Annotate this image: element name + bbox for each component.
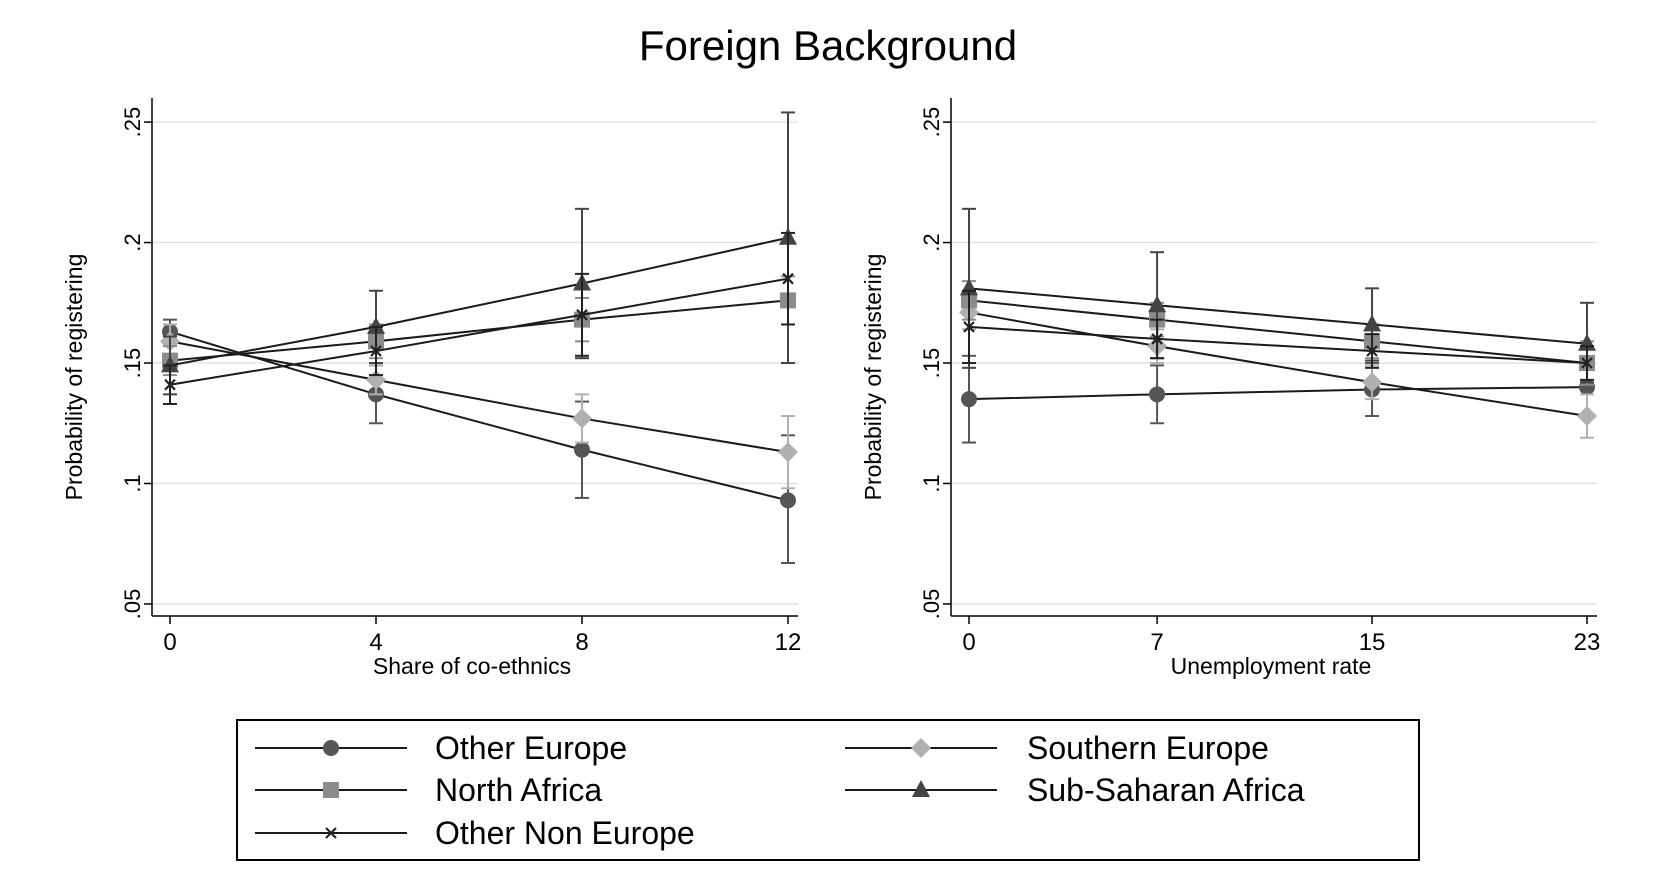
legend-marker	[911, 738, 931, 758]
y-tick-label: .25	[919, 107, 944, 138]
series-line	[169, 236, 789, 367]
series-north-africa	[162, 275, 796, 377]
series-other-non-europe	[962, 289, 1594, 381]
x-tick-label: 0	[163, 629, 176, 656]
legend-frame	[236, 719, 1420, 861]
legend-entry-southern-europe: Southern Europe	[845, 730, 1269, 766]
y-axis-label: Probability of registering	[61, 254, 87, 501]
point	[576, 309, 588, 321]
panel-unemployment-rate: .05 .1 .15 .2 .25 0 7 15 23 Unemployment rate Prob…	[860, 98, 1600, 679]
point	[161, 355, 179, 373]
series-other-europe	[961, 354, 1595, 444]
legend-entry-sub-saharan-africa: Sub-Saharan Africa	[845, 772, 1305, 808]
point	[963, 321, 975, 333]
point	[782, 272, 794, 285]
point	[574, 441, 590, 458]
series-other-europe	[162, 318, 796, 564]
point	[1148, 295, 1167, 313]
series-line	[968, 287, 1588, 345]
series-line	[968, 299, 1588, 365]
point	[780, 492, 796, 509]
x-tick-label: 7	[1150, 629, 1163, 656]
y-tick-label: .15	[919, 348, 944, 379]
series-line	[968, 325, 1588, 365]
point	[367, 316, 385, 334]
series-line	[169, 277, 789, 386]
x-axis-label: Share of co-ethnics	[373, 653, 571, 679]
x-tick-label: 0	[962, 629, 975, 656]
series-line	[968, 311, 1588, 418]
legend-marker	[325, 827, 337, 839]
x-tick-label: 4	[369, 629, 382, 656]
legend-entry-other-non-europe: Other Non Europe	[255, 815, 695, 851]
point	[1362, 372, 1383, 393]
point	[1151, 333, 1163, 345]
x-tick-label: 15	[1359, 629, 1386, 656]
point	[1581, 357, 1593, 369]
point	[164, 378, 176, 391]
y-tick-label: .2	[120, 233, 145, 251]
point	[1363, 314, 1382, 332]
legend-label: Other Non Europe	[435, 815, 695, 851]
panel-share-of-co-ethnics: .05 .1 .15 .2 .25 0 4 8 12 Share of co-ethnics Pro…	[61, 98, 801, 679]
point	[1149, 386, 1166, 403]
point	[961, 391, 977, 408]
legend: Other Europe Southern Europe North Africa S…	[236, 719, 1420, 861]
legend-label: Other Europe	[435, 730, 627, 766]
x-tick-label: 23	[1574, 629, 1601, 656]
point	[778, 442, 798, 463]
y-axis-label: Probability of registering	[860, 254, 886, 501]
legend-label: North Africa	[435, 772, 602, 808]
series-other-non-europe	[163, 231, 795, 405]
series-sub-saharan-africa	[960, 207, 1596, 384]
chart-title: Foreign Background	[639, 22, 1017, 69]
point	[1366, 345, 1378, 357]
series-line	[169, 299, 789, 362]
y-tick-label: .1	[120, 474, 145, 492]
x-tick-label: 8	[575, 629, 588, 656]
series-line	[169, 330, 789, 502]
y-tick-label: .25	[120, 107, 145, 138]
y-tick-label: .05	[919, 589, 944, 620]
series-line	[169, 340, 789, 454]
legend-marker	[323, 782, 339, 798]
series-line	[968, 386, 1588, 401]
y-tick-label: .1	[919, 474, 944, 492]
point	[1577, 406, 1597, 427]
x-tick-label: 12	[775, 629, 802, 656]
point	[572, 408, 592, 429]
point	[370, 345, 382, 357]
legend-label: Sub-Saharan Africa	[1027, 772, 1305, 808]
legend-marker	[323, 740, 339, 756]
legend-entry-north-africa: North Africa	[255, 772, 602, 808]
y-tick-label: .05	[120, 589, 145, 620]
legend-label: Southern Europe	[1027, 730, 1269, 766]
x-axis-label: Unemployment rate	[1171, 653, 1372, 679]
y-tick-label: .2	[919, 233, 944, 251]
y-tick-label: .15	[120, 348, 145, 379]
legend-marker	[912, 780, 930, 797]
legend-entry-other-europe: Other Europe	[255, 730, 627, 766]
